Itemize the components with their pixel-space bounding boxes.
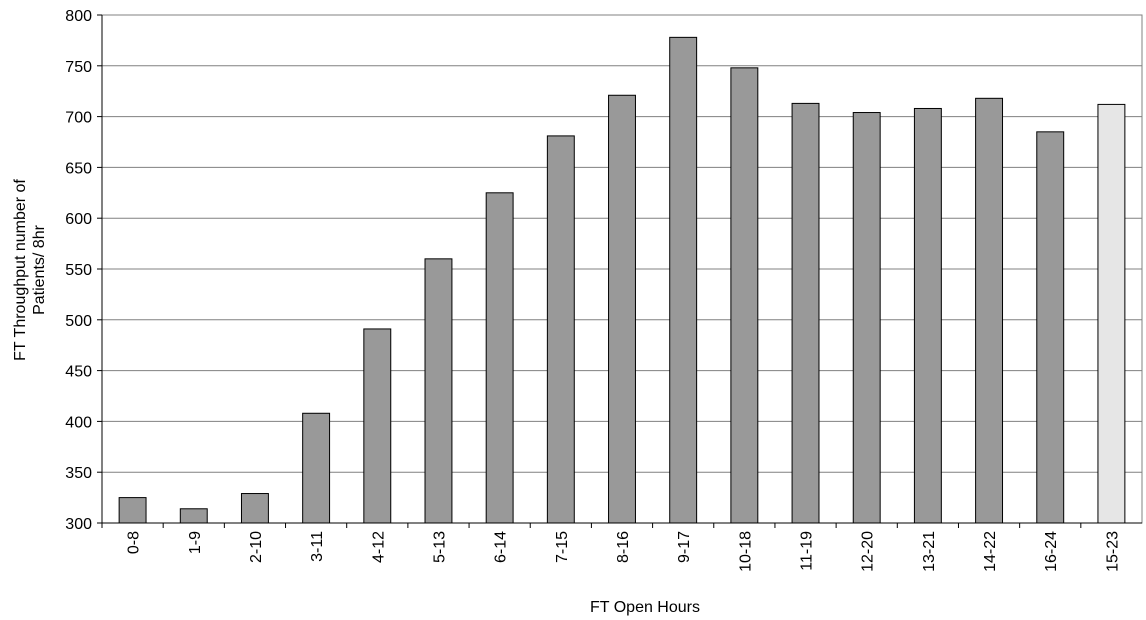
y-axis-label: Patients/ 8hr: [31, 224, 48, 315]
x-tick-label: 10-18: [737, 531, 754, 572]
x-tick-label: 0-8: [126, 531, 143, 554]
y-tick-label: 350: [65, 465, 92, 482]
x-tick-label: 12-20: [860, 531, 877, 572]
x-tick-label: 2-10: [248, 531, 265, 563]
x-axis-label: FT Open Hours: [590, 599, 700, 616]
bar: [546, 135, 575, 524]
bar: [608, 94, 636, 524]
x-tick-label: 13-21: [921, 531, 938, 572]
x-tick-label: 6-14: [493, 531, 510, 563]
bar: [669, 36, 698, 524]
x-tick-label: 8-16: [615, 531, 632, 563]
y-tick-label: 500: [65, 313, 92, 330]
bar: [730, 67, 759, 524]
bar: [791, 102, 820, 524]
x-tick-label: 15-23: [1104, 531, 1121, 572]
y-tick-label: 650: [65, 160, 92, 177]
bar: [240, 493, 269, 524]
bar: [975, 97, 1004, 524]
bar: [913, 107, 942, 524]
x-tick-label: 1-9: [187, 531, 204, 554]
y-tick-label: 800: [65, 8, 92, 25]
y-tick-label: 300: [65, 516, 92, 533]
bar: [852, 112, 881, 524]
x-tick-label: 5-13: [431, 531, 448, 563]
y-tick-label: 700: [65, 110, 92, 127]
bar: [424, 258, 453, 524]
y-tick-label: 750: [65, 59, 92, 76]
x-tick-label: 9-17: [676, 531, 693, 563]
x-tick-label: 7-15: [554, 531, 571, 563]
y-tick-label: 400: [65, 414, 92, 431]
x-tick-label: 3-11: [309, 531, 326, 562]
y-tick-label: 550: [65, 262, 92, 279]
x-tick-label: 4-12: [370, 531, 387, 563]
x-tick-label: 11-19: [799, 531, 816, 571]
bar: [118, 497, 147, 524]
bar: [363, 328, 392, 524]
bar: [1097, 103, 1126, 524]
bar: [1036, 131, 1065, 524]
bar: [179, 508, 208, 524]
bar: [485, 192, 514, 524]
x-tick-label: 14-22: [982, 531, 999, 572]
y-axis-label: FT Throughput number of: [12, 179, 29, 361]
bar: [302, 412, 331, 524]
y-tick-label: 600: [65, 211, 92, 228]
x-tick-label: 16-24: [1043, 531, 1060, 572]
y-tick-label: 450: [65, 364, 92, 381]
